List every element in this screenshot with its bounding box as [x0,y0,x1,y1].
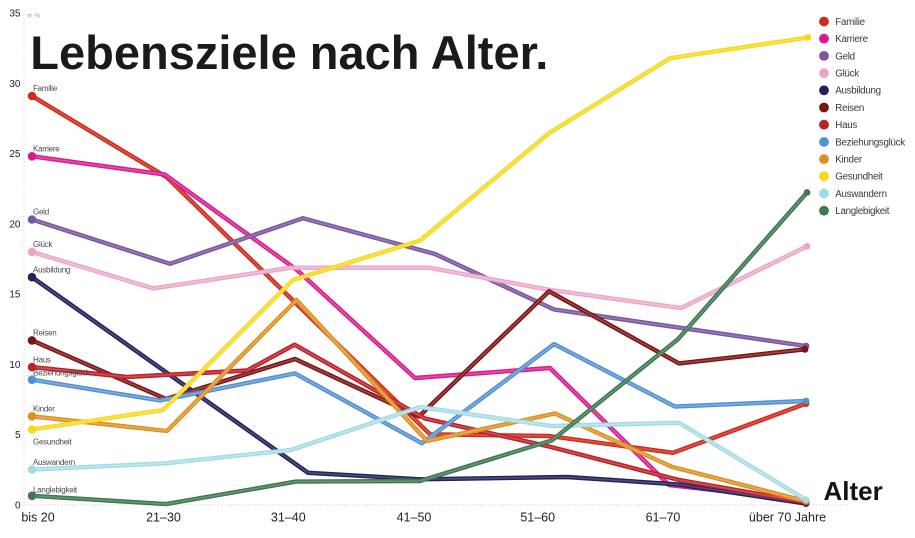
svg-text:Langlebigkeit: Langlebigkeit [33,486,78,495]
svg-text:Karriere: Karriere [835,34,868,45]
svg-text:Beziehungsglück: Beziehungsglück [33,369,91,378]
svg-text:25: 25 [9,149,21,160]
svg-text:Kinder: Kinder [835,155,863,166]
svg-text:Lebensziele nach Alter.: Lebensziele nach Alter. [30,26,548,79]
svg-text:Langlebigkeit: Langlebigkeit [835,206,889,217]
svg-text:10: 10 [9,360,21,371]
svg-text:Glück: Glück [33,240,53,249]
svg-text:0: 0 [15,500,21,511]
svg-text:Geld: Geld [33,208,49,217]
svg-text:in %: in % [28,12,41,19]
svg-text:21–30: 21–30 [146,511,181,525]
svg-text:15: 15 [9,290,21,301]
svg-text:41–50: 41–50 [397,511,432,525]
svg-text:Alter: Alter [824,476,883,506]
svg-text:Glück: Glück [835,69,859,80]
svg-text:bis 20: bis 20 [21,511,54,525]
svg-text:30: 30 [9,79,21,90]
svg-text:Ausbildung: Ausbildung [835,86,880,97]
svg-text:Familie: Familie [835,17,865,28]
svg-text:Reisen: Reisen [33,329,56,338]
svg-text:Karriere: Karriere [33,145,60,154]
svg-text:51–60: 51–60 [520,511,555,525]
svg-text:Gesundheit: Gesundheit [835,172,883,183]
svg-text:31–40: 31–40 [271,511,306,525]
svg-text:Haus: Haus [33,356,51,365]
svg-text:Geld: Geld [835,51,855,62]
svg-text:20: 20 [9,219,21,230]
svg-text:Kinder: Kinder [33,405,55,414]
svg-text:35: 35 [9,9,21,20]
svg-text:über 70 Jahre: über 70 Jahre [749,511,826,525]
svg-text:Reisen: Reisen [835,103,864,114]
svg-text:Auswandern: Auswandern [33,458,75,467]
svg-text:Familie: Familie [33,84,58,93]
svg-text:5: 5 [15,430,21,441]
svg-text:Auswandern: Auswandern [835,189,886,200]
svg-text:61–70: 61–70 [646,511,681,525]
svg-text:Beziehungsglück: Beziehungsglück [835,137,905,148]
svg-text:Haus: Haus [835,120,857,131]
svg-text:Gesundheit: Gesundheit [33,438,72,447]
svg-text:Ausbildung: Ausbildung [33,266,70,275]
